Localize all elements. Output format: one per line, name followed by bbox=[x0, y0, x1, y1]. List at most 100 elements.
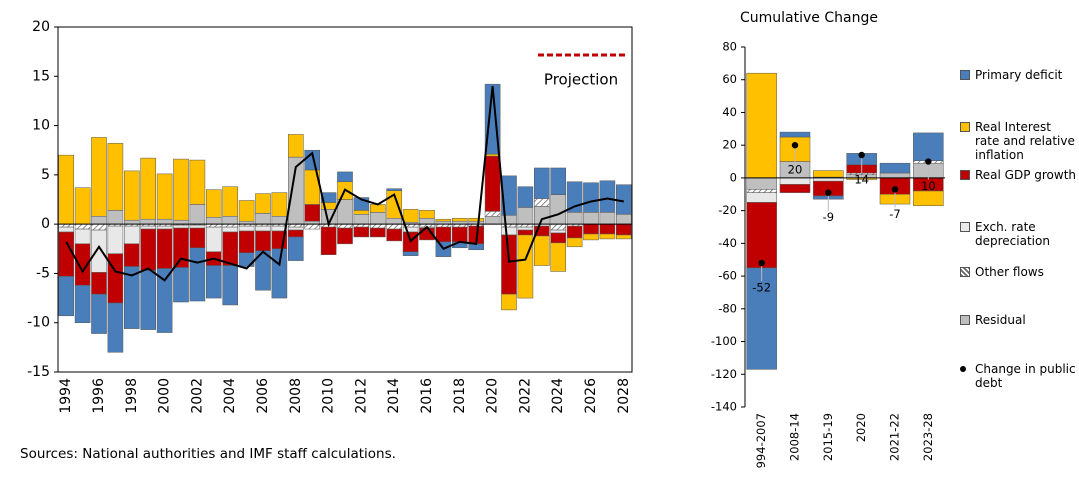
bar-segment bbox=[189, 204, 206, 225]
bar-segment bbox=[550, 229, 566, 234]
x-tick-label: 2023-28 bbox=[921, 413, 935, 461]
bar-segment bbox=[616, 234, 632, 240]
legend-swatch bbox=[960, 122, 970, 132]
x-tick-label: 2014 bbox=[386, 378, 402, 414]
bar-segment bbox=[813, 170, 844, 178]
y-tick-label: 10 bbox=[32, 118, 50, 134]
bar-segment bbox=[124, 225, 140, 245]
y-tick-label: 80 bbox=[722, 40, 737, 54]
y-tick-label: -20 bbox=[718, 203, 737, 217]
bar-segment bbox=[58, 231, 74, 277]
bar-segment bbox=[616, 214, 632, 225]
bar-segment bbox=[288, 229, 304, 238]
debt-dot bbox=[925, 158, 932, 165]
bar-segment bbox=[156, 228, 173, 269]
bar-segment bbox=[140, 157, 156, 220]
bar-segment bbox=[271, 192, 288, 217]
debt-label: 10 bbox=[921, 179, 936, 193]
bar-segment bbox=[320, 226, 337, 255]
x-tick-label: 2024 bbox=[550, 378, 566, 414]
bar-segment bbox=[501, 293, 517, 311]
bar-segment bbox=[304, 204, 320, 222]
bar-segment bbox=[140, 225, 156, 230]
y-tick-label: 0 bbox=[730, 170, 737, 184]
bar-segment bbox=[74, 187, 91, 225]
x-tick-label: 994-2007 bbox=[754, 413, 768, 468]
bar-segment bbox=[484, 153, 501, 157]
bar-segment bbox=[779, 184, 811, 193]
bar-segment bbox=[173, 158, 189, 221]
bar-segment bbox=[255, 230, 271, 252]
bar-segment bbox=[222, 186, 238, 217]
bar-segment bbox=[91, 293, 107, 334]
bar-segment bbox=[91, 223, 107, 231]
bar-segment bbox=[746, 189, 777, 193]
bar-segment bbox=[222, 231, 238, 266]
bar-segment bbox=[107, 225, 124, 254]
bar-segment bbox=[337, 171, 353, 183]
bar-segment bbox=[616, 223, 632, 236]
legend-swatch bbox=[960, 267, 970, 277]
bar-segment bbox=[517, 186, 534, 208]
legend-item: Real Interest rate and relative inflatio… bbox=[960, 120, 1078, 162]
bar-segment bbox=[746, 177, 777, 190]
bar-segment bbox=[337, 223, 353, 229]
bar-segment bbox=[583, 182, 599, 213]
bar-segment bbox=[222, 265, 238, 306]
bar-segment bbox=[271, 216, 288, 225]
bar-segment bbox=[107, 143, 124, 211]
bar-segment bbox=[550, 167, 566, 195]
y-tick-label: -40 bbox=[718, 236, 737, 250]
bar-segment bbox=[107, 253, 124, 304]
x-tick-label: 2008 bbox=[288, 378, 304, 414]
bar-segment bbox=[189, 227, 206, 249]
bar-segment bbox=[189, 247, 206, 302]
bar-segment bbox=[402, 251, 419, 256]
bar-segment bbox=[238, 225, 255, 232]
plot-frame bbox=[57, 26, 633, 373]
legend-label: Other flows bbox=[975, 265, 1044, 279]
bar-segment bbox=[501, 234, 517, 295]
bar-segment bbox=[746, 202, 777, 269]
bar-segment bbox=[173, 224, 189, 229]
bar-segment bbox=[879, 172, 911, 179]
y-tick-label: -80 bbox=[718, 301, 737, 315]
bar-segment bbox=[386, 228, 402, 242]
bar-segment bbox=[501, 175, 517, 216]
bar-segment bbox=[288, 226, 304, 231]
bar-segment bbox=[74, 223, 91, 230]
bar-segment bbox=[58, 154, 74, 225]
bar-segment bbox=[337, 199, 353, 225]
bar-segment bbox=[517, 226, 534, 231]
legend-swatch bbox=[960, 366, 966, 372]
bar-segment bbox=[435, 218, 452, 222]
x-tick-label: 2006 bbox=[255, 378, 271, 414]
debt-label: -7 bbox=[889, 207, 900, 221]
bar-segment bbox=[599, 223, 616, 235]
y-tick-label: -140 bbox=[711, 400, 737, 414]
bar-segment bbox=[91, 137, 107, 217]
legend-swatch bbox=[960, 70, 970, 80]
bar-segment bbox=[913, 132, 944, 161]
x-tick-label: 2002 bbox=[189, 378, 205, 414]
bar-segment bbox=[550, 223, 566, 231]
bar-segment bbox=[452, 217, 468, 222]
bar-segment bbox=[550, 194, 566, 225]
bar-segment bbox=[452, 226, 468, 243]
legend-item: Exch. rate depreciation bbox=[960, 220, 1078, 248]
legend-item: Real GDP growth bbox=[960, 168, 1078, 182]
bar-segment bbox=[550, 242, 566, 272]
bar-segment bbox=[156, 218, 173, 225]
bar-segment bbox=[156, 225, 173, 230]
bar-segment bbox=[534, 167, 550, 199]
bar-segment bbox=[566, 237, 583, 248]
bar-segment bbox=[746, 267, 777, 370]
bar-segment bbox=[746, 72, 777, 179]
bar-segment bbox=[599, 180, 616, 213]
bar-segment bbox=[255, 213, 271, 225]
x-tick-label: 2020 bbox=[854, 413, 868, 442]
bar-segment bbox=[746, 192, 777, 203]
bar-segment bbox=[140, 218, 156, 225]
